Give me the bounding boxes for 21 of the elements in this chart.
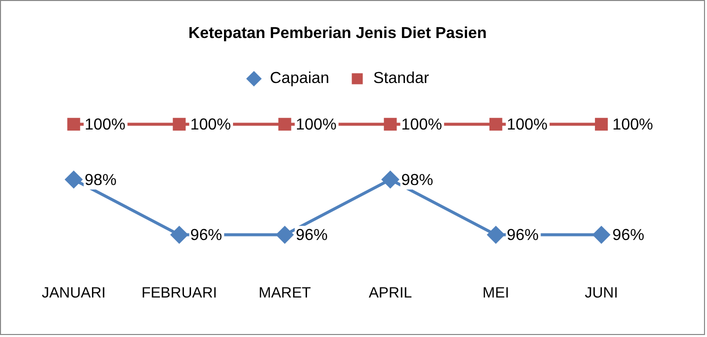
data-label: 100% [190, 116, 231, 134]
data-label: 100% [506, 116, 548, 134]
data-label: 98% [84, 172, 117, 189]
data-label: 100% [612, 116, 654, 134]
legend-label: Standar [373, 70, 430, 88]
x-tick-label: MARET [258, 284, 311, 302]
x-tick-label: JUNI [584, 284, 618, 302]
legend-label: Capaian [270, 70, 330, 88]
x-tick-label: FEBRUARI [141, 284, 218, 302]
data-label: 96% [190, 227, 222, 244]
x-tick-label: JANUARI [42, 284, 106, 302]
data-label: 96% [506, 227, 539, 244]
chart-title: Ketepatan Pemberian Jenis Diet Pasien [188, 24, 487, 42]
x-tick-label: APRIL [368, 284, 412, 302]
data-label: 96% [296, 227, 328, 244]
x-tick-label: MEI [482, 284, 510, 302]
data-label: 100% [84, 116, 126, 134]
data-label: 96% [612, 227, 644, 244]
data-label: 98% [401, 172, 434, 189]
data-label: 100% [401, 116, 442, 134]
data-label: 100% [296, 116, 336, 134]
